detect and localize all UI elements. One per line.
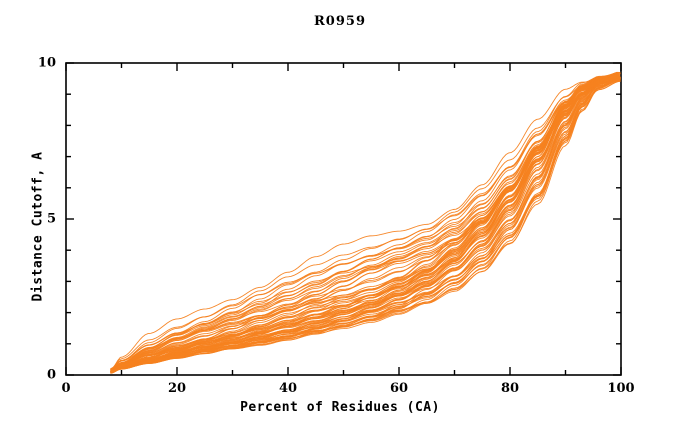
data-curve <box>114 72 620 371</box>
data-curve <box>110 75 620 373</box>
data-curve <box>111 78 620 372</box>
data-curve <box>113 75 619 372</box>
data-curve <box>112 78 621 372</box>
data-curve <box>111 74 620 373</box>
data-curve <box>110 78 621 372</box>
data-curve <box>110 79 620 374</box>
data-curve <box>114 73 620 371</box>
data-curve <box>110 75 620 372</box>
data-curve <box>113 78 620 371</box>
data-curve <box>113 75 620 368</box>
data-curve <box>112 80 619 373</box>
data-curve <box>113 75 619 372</box>
axis-ticks <box>65 62 622 376</box>
data-curve <box>113 74 619 372</box>
data-curve <box>113 75 620 371</box>
data-curve <box>110 76 619 373</box>
data-curve <box>110 74 620 373</box>
y-tick-label: 0 <box>46 367 56 383</box>
data-curve <box>110 76 621 373</box>
data-curve <box>111 77 620 370</box>
x-tick-label: 0 <box>61 381 71 396</box>
data-curve <box>110 74 619 370</box>
data-curve <box>110 76 620 373</box>
data-curve <box>111 77 620 373</box>
data-curve <box>113 73 620 370</box>
data-curve <box>110 73 619 371</box>
x-tick-label: 60 <box>389 381 409 396</box>
data-curve <box>110 75 620 372</box>
data-curve <box>110 74 620 372</box>
data-curve <box>111 77 620 372</box>
data-curve <box>110 74 620 373</box>
data-curve <box>110 74 620 373</box>
x-tick-label: 80 <box>500 381 520 396</box>
data-curves <box>110 71 621 374</box>
data-curve <box>113 77 620 369</box>
data-curve <box>112 72 621 370</box>
data-curve <box>110 76 620 373</box>
data-curve <box>111 78 620 372</box>
x-tick-label: 40 <box>278 381 298 396</box>
y-tick-label: 5 <box>46 211 56 227</box>
data-curve <box>110 71 621 372</box>
data-curve <box>113 73 619 371</box>
data-curve <box>113 73 620 371</box>
data-curve <box>110 78 620 373</box>
data-curve <box>114 78 620 372</box>
data-curve <box>114 74 620 371</box>
data-curve <box>112 78 621 373</box>
data-curve <box>113 71 620 370</box>
y-tick-label: 10 <box>37 55 56 71</box>
data-curve <box>112 80 621 374</box>
data-curve <box>110 73 619 373</box>
data-curve <box>114 75 620 372</box>
x-axis-label: Percent of Residues (CA) <box>240 400 440 415</box>
data-curve <box>112 77 621 370</box>
x-tick-label: 100 <box>607 381 635 396</box>
data-curve <box>110 77 620 371</box>
data-curve <box>110 77 621 373</box>
data-curve <box>111 76 620 372</box>
chart-title: R0959 <box>314 14 366 29</box>
data-curve <box>110 73 620 371</box>
data-curve <box>112 75 621 372</box>
data-curve <box>113 75 620 370</box>
data-curve <box>110 79 621 373</box>
data-curve <box>110 75 621 372</box>
x-tick-label: 20 <box>167 381 187 396</box>
data-curve <box>111 79 620 374</box>
data-curve <box>110 73 621 373</box>
y-axis-label: Distance Cutoff, A <box>30 151 46 302</box>
data-curve <box>114 75 620 370</box>
data-curve <box>112 73 621 370</box>
